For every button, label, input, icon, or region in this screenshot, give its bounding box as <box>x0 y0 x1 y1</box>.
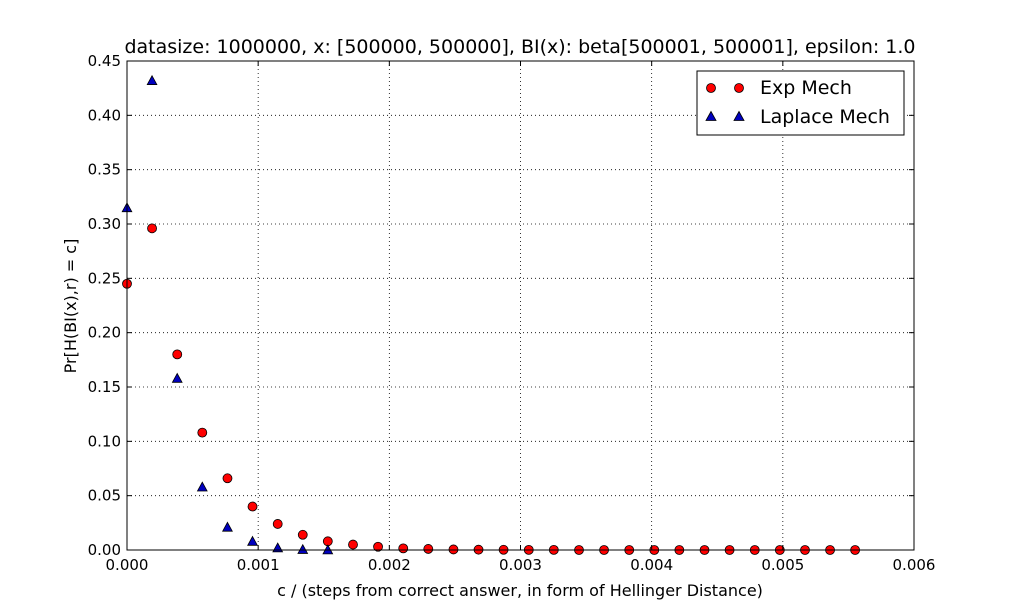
y-tick-label: 0.30 <box>88 215 121 233</box>
x-axis-title: c / (steps from correct answer, in form … <box>277 581 763 600</box>
x-tick-label: 0.004 <box>630 556 673 574</box>
exp-mech-point <box>147 223 157 234</box>
x-tick-label: 0.000 <box>106 556 149 574</box>
x-tick-label: 0.002 <box>368 556 411 574</box>
chart-title: datasize: 1000000, x: [500000, 500000], … <box>124 36 915 58</box>
legend: Exp Mech Laplace Mech <box>696 70 905 136</box>
exp-mech-point <box>398 543 409 554</box>
exp-mech-point <box>423 544 434 554</box>
y-tick-label: 0.35 <box>88 161 121 179</box>
exp-mech-point <box>272 519 283 529</box>
legend-exp-mech-label: Exp Mech <box>760 77 852 99</box>
x-tick-label: 0.003 <box>499 556 542 574</box>
y-tick-label: 0.05 <box>88 487 121 505</box>
laplace-mech-point <box>322 544 334 555</box>
laplace-mech-point <box>171 372 183 383</box>
legend-box <box>696 70 905 136</box>
y-axis-title: Pr[H(BI(x),r) = c] <box>61 239 80 374</box>
y-tick-label: 0.45 <box>88 52 121 70</box>
y-tick-label: 0.10 <box>88 432 121 450</box>
axis-ticks: 0.000 0.001 0.002 0.003 0.004 0.005 0.006 0.00 0… <box>88 52 936 574</box>
legend-exp-mech-marker-2 <box>734 83 744 93</box>
laplace-mech-point <box>146 74 158 85</box>
laplace-mech-point <box>221 521 233 532</box>
laplace-mech-point <box>247 535 259 546</box>
y-tick-label: 0.20 <box>88 324 121 342</box>
x-tick-label: 0.001 <box>237 556 280 574</box>
laplace-mech-point <box>297 543 309 554</box>
exp-mech-point <box>297 529 308 540</box>
legend-laplace-mech-marker-2 <box>733 110 745 121</box>
exp-mech-point <box>197 427 208 438</box>
x-tick-label: 0.006 <box>893 556 936 574</box>
legend-laplace-mech-label: Laplace Mech <box>760 106 890 128</box>
y-tick-label: 0.00 <box>88 541 121 559</box>
y-tick-label: 0.40 <box>88 106 121 124</box>
y-tick-label: 0.15 <box>88 378 121 396</box>
legend-exp-mech-marker-1 <box>706 83 716 93</box>
exp-mech-point <box>373 541 383 552</box>
exp-mech-point <box>222 473 233 484</box>
exp-mech-point <box>172 349 183 360</box>
laplace-mech-point <box>196 481 208 492</box>
legend-laplace-mech-marker-1 <box>705 110 717 121</box>
exp-mech-point <box>247 501 258 512</box>
x-tick-label: 0.005 <box>761 556 804 574</box>
exp-mech-point <box>348 539 358 550</box>
y-tick-label: 0.25 <box>88 269 121 287</box>
exp-mech-point <box>448 544 459 555</box>
